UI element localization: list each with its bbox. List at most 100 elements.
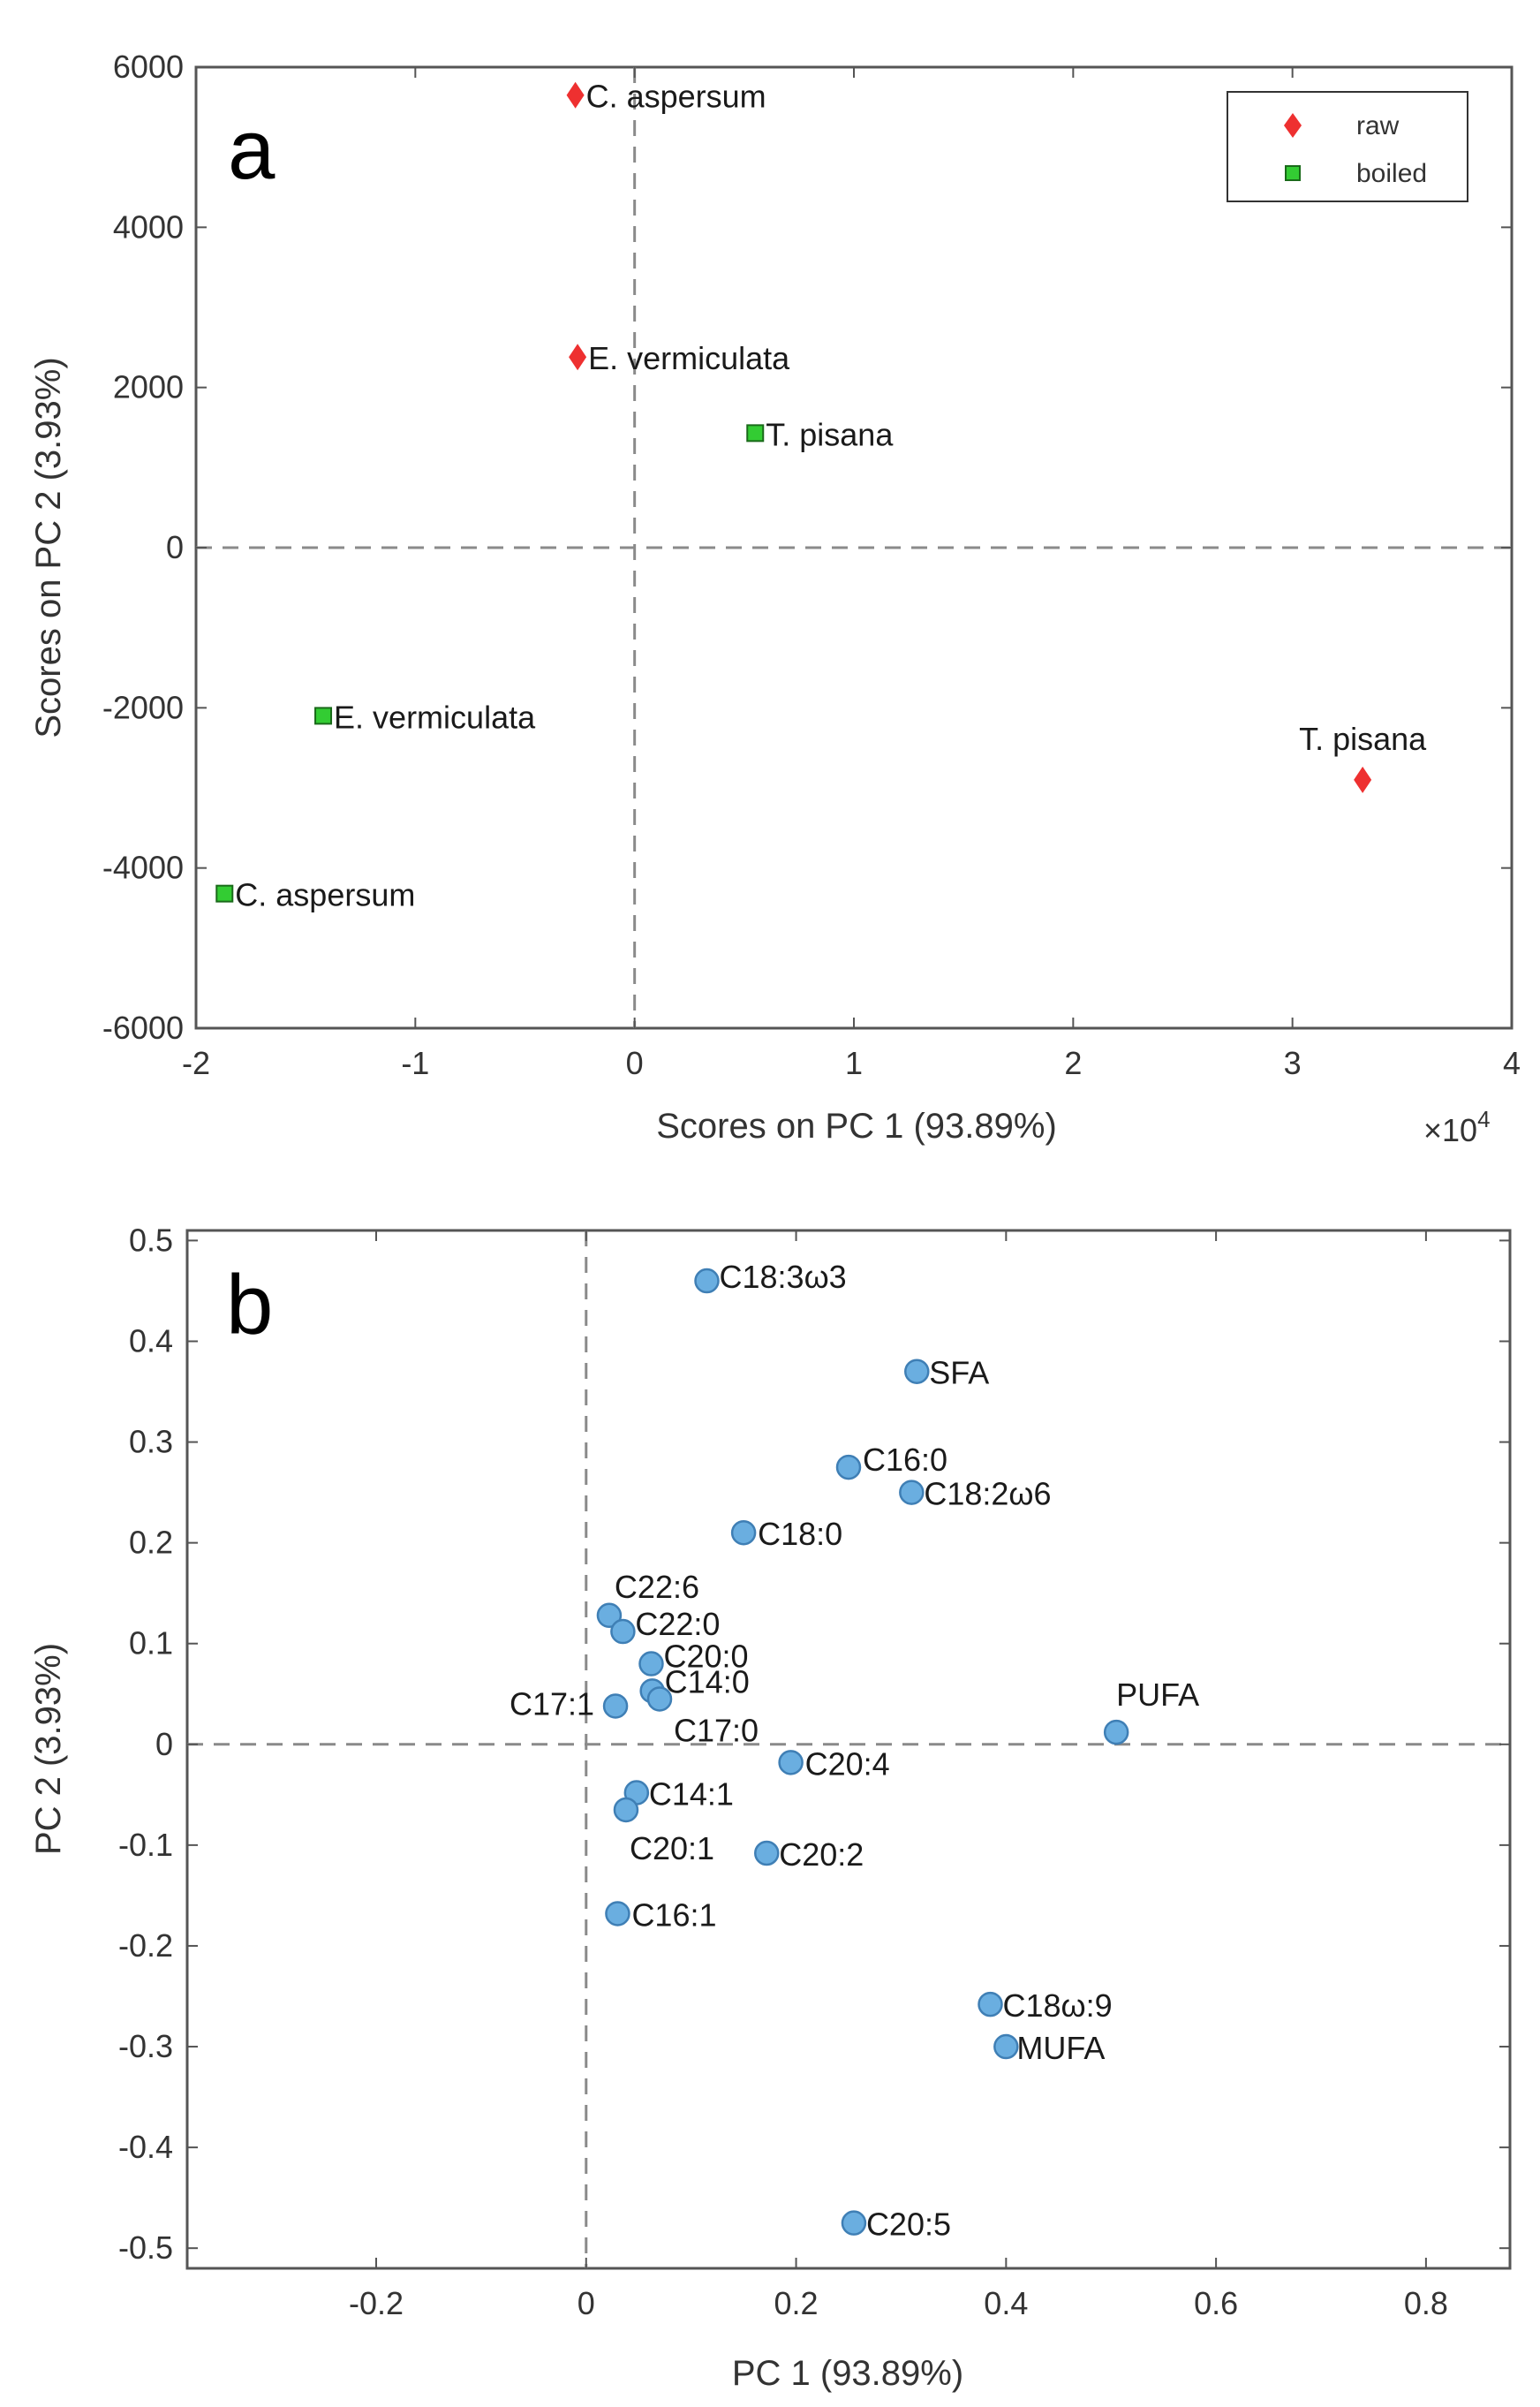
boiled-point — [746, 424, 765, 443]
legend-box — [1227, 91, 1468, 202]
loading-label: C16:1 — [631, 1896, 716, 1933]
loading-label: C22:6 — [615, 1569, 699, 1605]
boiled-point — [215, 884, 234, 903]
loading-point — [613, 1797, 639, 1823]
legend-boiled-label: boiled — [1356, 159, 1427, 188]
panel-a-label: a — [228, 102, 276, 197]
panel-a-x-tick-label: -1 — [401, 1045, 429, 1081]
loading-label: C14:1 — [649, 1776, 734, 1813]
panel-a-y-tick-label: -2000 — [102, 689, 184, 725]
panel-a-y-tick-label: -4000 — [102, 850, 184, 886]
loading-point — [694, 1268, 720, 1294]
loading-point — [596, 1602, 623, 1629]
legend-raw-label: raw — [1356, 111, 1400, 140]
panel-b-y-tick-label: -0.1 — [118, 1827, 173, 1863]
panel-b-y-tick-label: 0.3 — [129, 1424, 173, 1460]
panel-b-ticks: -0.2 0 0.2 0.4 0.6 0.8 0.5 0.4 0.3 0.2 0.1 0 -0.1 -0.… — [118, 1222, 1510, 2321]
loading-label: C20:0 — [663, 1639, 748, 1675]
loading-label: C17:1 — [510, 1685, 594, 1722]
panel-b-y-tick-label: 0.1 — [129, 1625, 173, 1661]
raw-point — [1354, 766, 1372, 793]
panel-a-x-tick-label: 0 — [626, 1045, 644, 1081]
panel-b-y-tick-label: 0.5 — [129, 1222, 173, 1258]
loading-point — [605, 1901, 630, 1926]
panel-b-y-tick-label: -0.4 — [118, 2129, 173, 2165]
loading-label: C20:1 — [630, 1830, 714, 1866]
panel-b-y-tick-label: 0.2 — [129, 1525, 173, 1561]
panel-a-y-tick-label: 4000 — [113, 208, 184, 245]
loading-label: C20:5 — [866, 2206, 951, 2243]
loading-point — [899, 1480, 925, 1505]
panel-b-x-tick-label: 0.8 — [1404, 2285, 1448, 2321]
loading-label: MUFA — [1016, 2030, 1105, 2066]
panel-a-x-tick-label: 1 — [845, 1045, 863, 1081]
panel-a-x-multiplier: ×104 — [1423, 1106, 1491, 1148]
loading-point — [1103, 1719, 1129, 1745]
loading-point — [602, 1693, 629, 1719]
loading-point — [835, 1454, 862, 1480]
panel-a-y-tick-label: -6000 — [102, 1010, 184, 1046]
raw-point — [566, 81, 585, 109]
loading-label: C16:0 — [863, 1442, 947, 1478]
loading-label: C20:4 — [805, 1745, 890, 1782]
loading-label: C14:0 — [665, 1663, 750, 1699]
panel-a-x-multiplier-base: ×10 — [1423, 1112, 1477, 1148]
panel-a-ticks: -2 -1 0 1 2 3 4 6000 4000 2000 0 -2000 -4000 -6000 — [102, 49, 1521, 1081]
panel-b-x-tick-label: -0.2 — [349, 2285, 404, 2321]
panel-b-x-tick-label: 0.6 — [1194, 2285, 1238, 2321]
panel-b-x-axis-label: PC 1 (93.89%) — [732, 2354, 963, 2393]
loading-label: C18:3ω3 — [720, 1259, 847, 1295]
loading-point — [754, 1840, 780, 1866]
point-label: C. aspersum — [235, 877, 415, 913]
panel-a-x-axis-label: Scores on PC 1 (93.89%) — [656, 1107, 1057, 1146]
loading-point — [610, 1618, 636, 1645]
point-label: C. aspersum — [586, 79, 766, 115]
panel-b-plot-area — [185, 1229, 1512, 2270]
loading-point — [841, 2210, 867, 2236]
legend-boiled-marker — [1285, 165, 1301, 181]
panel-a-y-tick-label: 6000 — [113, 49, 184, 85]
panel-a-scores-plot: -2 -1 0 1 2 3 4 6000 4000 2000 0 -2000 -4000 -6000 C.… — [29, 49, 1521, 1148]
panel-b-y-tick-label: -0.3 — [118, 2028, 173, 2064]
point-label: E. vermiculata — [334, 699, 536, 735]
panel-b-zero-lines — [187, 1230, 1510, 2268]
legend-raw-marker — [1284, 113, 1302, 138]
loading-label: C17:0 — [674, 1712, 759, 1748]
panel-a-y-tick-label: 2000 — [113, 369, 184, 405]
panel-a-y-axis-label: Scores on PC 2 (3.93%) — [29, 357, 68, 738]
panel-a-x-multiplier-exponent: 4 — [1477, 1106, 1490, 1132]
panel-a-x-tick-label: 3 — [1284, 1045, 1302, 1081]
panel-b-point-labels: C18:3ω3SFAC16:0C18:2ω6C18:0C22:6C22:0C20… — [510, 1259, 1199, 2243]
loading-point — [993, 2033, 1019, 2060]
panel-b-y-tick-label: 0 — [155, 1726, 173, 1762]
loading-label: C18:2ω6 — [924, 1476, 1051, 1512]
point-label: T. pisana — [766, 416, 894, 452]
loading-label: C22:0 — [635, 1606, 720, 1642]
panel-b-y-axis-label: PC 2 (3.93%) — [29, 1643, 68, 1855]
loading-label: C18:0 — [758, 1516, 842, 1552]
loading-point — [730, 1519, 757, 1546]
raw-point — [569, 344, 587, 371]
loading-label: SFA — [929, 1355, 989, 1391]
panel-a-x-tick-label: 4 — [1503, 1045, 1521, 1081]
panel-b-y-tick-label: 0.4 — [129, 1322, 173, 1359]
panel-b-y-tick-label: -0.2 — [118, 1927, 173, 1964]
panel-b-x-tick-label: 0.2 — [774, 2285, 819, 2321]
panel-b-label: b — [226, 1258, 273, 1352]
panel-a-x-tick-label: -2 — [182, 1045, 210, 1081]
panel-a-legend: raw boiled — [1227, 91, 1468, 202]
point-label: T. pisana — [1299, 721, 1427, 757]
panel-a-points — [215, 81, 1372, 903]
loading-point — [646, 1686, 673, 1712]
loading-label: C18ω:9 — [1003, 1987, 1113, 2024]
panel-b-loadings-plot: -0.2 0 0.2 0.4 0.6 0.8 0.5 0.4 0.3 0.2 0.1 0 -0.1 -0.… — [29, 1222, 1512, 2393]
loading-point — [638, 1651, 664, 1677]
loading-label: PUFA — [1116, 1677, 1199, 1713]
panel-a-x-tick-label: 2 — [1064, 1045, 1082, 1081]
boiled-point — [314, 707, 333, 725]
loading-point — [778, 1750, 804, 1775]
panel-b-points — [596, 1268, 1129, 2236]
panel-a-point-labels: C. aspersum E. vermiculata T. pisana T. pis… — [235, 79, 1427, 913]
panel-b-x-tick-label: 0 — [578, 2285, 595, 2321]
